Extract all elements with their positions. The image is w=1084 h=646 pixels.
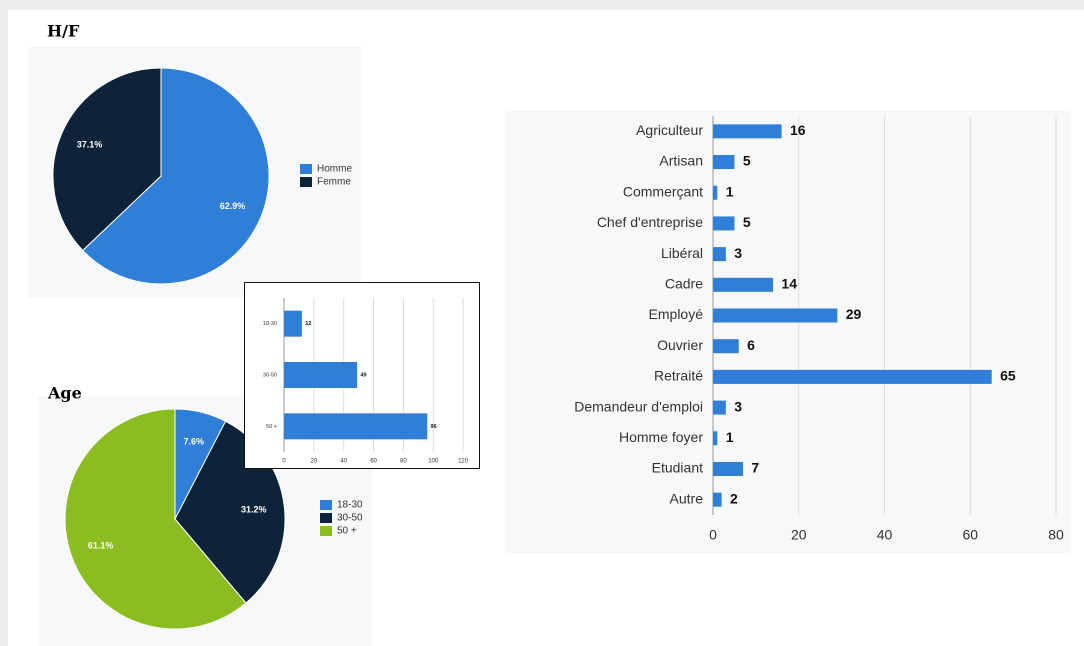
data-label: 29 [846, 306, 862, 322]
slice-label: 7.6% [183, 436, 204, 446]
slice-label: 61.1% [88, 541, 114, 551]
slice-label: 31.2% [241, 505, 267, 515]
x-tick-label: 60 [962, 527, 978, 543]
bar [713, 339, 739, 354]
legend-swatch [320, 526, 332, 536]
slice-label: 37.1% [77, 140, 103, 150]
data-label: 49 [360, 372, 366, 378]
data-label: 65 [1000, 368, 1016, 384]
gender-chart: H/F 62.9% Homme 37.1% Femme [28, 22, 362, 298]
x-tick-label: 20 [311, 459, 318, 465]
x-tick-label: 40 [877, 527, 893, 543]
legend-swatch [320, 500, 332, 510]
y-tick-label: Chef d'entreprise [597, 214, 703, 230]
pie-slice [52, 67, 162, 252]
x-tick-label: 0 [282, 459, 286, 465]
legend-label: Homme [317, 164, 352, 175]
bar [713, 216, 735, 231]
y-tick-label: Artisan [659, 153, 703, 169]
panel [506, 111, 1070, 553]
bar [713, 369, 992, 384]
data-label: 16 [790, 122, 806, 138]
top-strip [0, 0, 1084, 10]
y-tick-label: Etudiant [652, 460, 703, 476]
bar [713, 277, 774, 292]
y-tick-label: Demandeur d'emploi [574, 398, 703, 414]
bar [713, 124, 782, 139]
chart-title: Age [47, 384, 82, 403]
legend-label: Femme [317, 177, 351, 188]
bar [713, 431, 718, 446]
bar [713, 492, 722, 507]
y-tick-label: Homme foyer [619, 429, 703, 445]
bar [284, 310, 302, 337]
data-label: 12 [305, 321, 311, 327]
data-label: 3 [734, 398, 742, 414]
bar [713, 155, 735, 170]
x-tick-label: 100 [428, 459, 439, 465]
data-label: 5 [743, 153, 751, 169]
bar [713, 185, 718, 200]
chart-title: H/F [47, 22, 80, 41]
data-label: 14 [781, 276, 797, 292]
y-tick-label: Cadre [665, 276, 703, 292]
data-label: 7 [751, 460, 759, 476]
pie-slice [64, 408, 247, 630]
data-label: 96 [431, 424, 437, 430]
y-tick-label: Libéral [661, 245, 703, 261]
y-tick-label: Retraité [654, 368, 703, 384]
left-strip [0, 0, 8, 646]
pie-slice [82, 67, 270, 285]
data-label: 6 [747, 337, 755, 353]
legend-swatch [300, 164, 312, 174]
y-tick-label: 50 + [266, 424, 277, 430]
x-tick-label: 0 [709, 527, 717, 543]
y-tick-label: 18-30 [263, 321, 277, 327]
x-tick-label: 60 [370, 459, 377, 465]
legend-label: 50 + [337, 526, 357, 537]
x-tick-label: 40 [340, 459, 347, 465]
age-bar-chart: 0 20 40 60 80 100 120 18-30 12 30-50 49 50 + 96 [244, 282, 480, 469]
bar [713, 400, 726, 415]
slice-label: 62.9% [220, 201, 246, 211]
data-label: 2 [730, 490, 738, 506]
legend-label: 18-30 [337, 500, 363, 511]
x-tick-label: 20 [791, 527, 807, 543]
legend-swatch [320, 513, 332, 523]
x-tick-label: 80 [1048, 527, 1064, 543]
y-tick-label: Autre [670, 490, 704, 506]
y-tick-label: Commerçant [623, 183, 703, 199]
bar [713, 461, 744, 476]
data-label: 1 [726, 183, 734, 199]
y-tick-label: 30-50 [263, 372, 277, 378]
bar [713, 247, 726, 262]
data-label: 3 [734, 245, 742, 261]
data-label: 1 [726, 429, 734, 445]
bar [284, 413, 428, 440]
y-tick-label: Employé [649, 306, 704, 322]
bar [713, 308, 838, 323]
data-label: 5 [743, 214, 751, 230]
y-tick-label: Agriculteur [636, 122, 703, 138]
legend-swatch [300, 177, 312, 187]
legend-label: 30-50 [337, 513, 363, 524]
x-tick-label: 120 [458, 459, 469, 465]
x-tick-label: 80 [400, 459, 407, 465]
y-tick-label: Ouvrier [657, 337, 703, 353]
bar [284, 362, 358, 388]
